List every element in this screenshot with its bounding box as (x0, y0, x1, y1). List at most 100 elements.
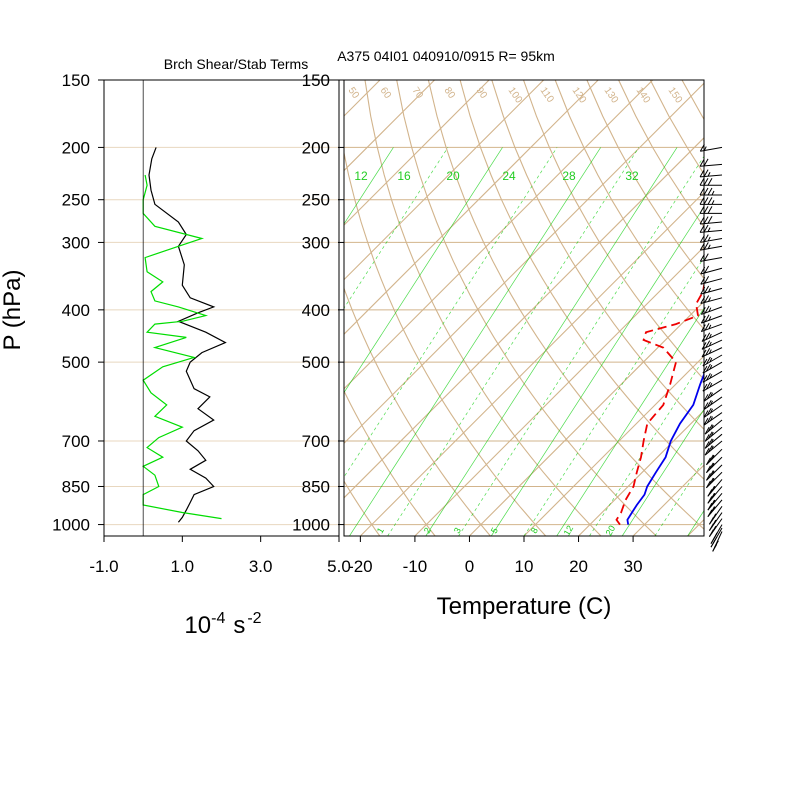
wind-barb (699, 169, 723, 178)
mixing-ratio-line (589, 358, 704, 536)
mixing-ratio-line (458, 155, 704, 536)
left-plot-frame (103, 79, 340, 537)
dry-adiabat (522, 80, 704, 381)
dry-adiabats (344, 80, 800, 536)
wind-barb (707, 499, 723, 518)
wind-barb (702, 370, 723, 383)
wind-barb (699, 206, 722, 214)
mixing-ratio-low-label: 20 (604, 524, 618, 538)
wind-barb (710, 524, 723, 544)
left-x-tick-label: 5.0 (327, 557, 351, 576)
wind-barb (702, 361, 723, 374)
mixing-ratio-line (344, 147, 449, 309)
right-x-tick-label: -10 (403, 557, 428, 576)
left-y-tick-label: 300 (62, 233, 90, 252)
isotherm-line (344, 80, 599, 335)
left-x-tick-label: 3.0 (249, 557, 273, 576)
theta-label: 110 (538, 85, 556, 105)
wind-barb (699, 187, 722, 196)
mixing-ratio-low-label: 2 (422, 526, 433, 535)
theta-label: 130 (602, 85, 621, 105)
dry-adiabat (344, 389, 436, 536)
dry-adiabat (344, 286, 491, 536)
wind-barb (703, 404, 723, 418)
stability-term-line (142, 174, 222, 520)
wind-barb (699, 197, 722, 205)
wind-barb (704, 419, 723, 435)
mixing-ratio-line (344, 147, 558, 478)
dry-adiabat (344, 480, 381, 536)
isotherm-line (344, 137, 704, 499)
x-label-unit: s (233, 612, 245, 639)
mixing-ratio-low-labels: 1 2 3 5 8 12 20 (375, 524, 617, 538)
left-y-tick-label: 200 (62, 138, 90, 157)
wind-barb (710, 527, 723, 548)
left-x-axis-label: 10-4 s -2 (184, 610, 261, 639)
wind-barb (703, 412, 723, 426)
x-label-base: 10 (184, 612, 211, 639)
mixing-ratio-line (344, 147, 503, 394)
wind-barb (708, 506, 723, 525)
mixing-ratio-labels: 12 16 20 24 28 32 (354, 169, 639, 183)
right-x-tick-labels: -20 -10 0 10 20 30 (348, 536, 643, 576)
wind-barb (704, 433, 723, 449)
right-x-tick-label: -20 (348, 557, 373, 576)
right-pressure-gridlines (344, 80, 704, 526)
isotherm-line (344, 80, 654, 390)
theta-label: 140 (634, 85, 653, 105)
theta-label: 50 (346, 85, 362, 101)
wind-barb (699, 158, 723, 167)
left-series-lines (142, 147, 227, 523)
wind-barb (699, 242, 723, 251)
wind-barb (699, 224, 723, 233)
mixing-ratio-low-label: 5 (489, 526, 500, 535)
right-y-tick-label: 300 (302, 233, 330, 252)
wind-barb (706, 448, 723, 466)
right-y-tick-label: 400 (302, 301, 330, 320)
left-x-tick-labels: -1.0 1.0 3.0 5.0 (89, 536, 351, 576)
isotherm-line (344, 80, 490, 226)
mixing-ratio-line (344, 147, 394, 225)
isotherm-line (344, 82, 704, 445)
theta-label: 70 (410, 85, 426, 101)
wind-barb (701, 331, 723, 342)
wind-barb (700, 285, 723, 295)
mixing-ratio-line (621, 408, 704, 536)
wind-barb (702, 379, 723, 392)
left-chart-title: Brch Shear/Stab Terms (164, 56, 308, 72)
left-y-tick-labels: 150 200 250 300 400 500 700 850 1000 (52, 71, 104, 535)
wind-barb (707, 486, 723, 504)
left-y-tick-label: 500 (62, 353, 90, 372)
dry-adiabat (459, 80, 704, 480)
shear-term-line (148, 147, 227, 523)
wind-barb (699, 234, 723, 243)
isotherm-line (0, 80, 216, 536)
wind-barb (699, 177, 722, 186)
right-y-tick-labels: 150 200 250 300 400 500 700 850 1000 (292, 71, 344, 535)
right-y-tick-label: 700 (302, 432, 330, 451)
mixing-ratio-low-label: 3 (452, 526, 463, 535)
sounding-lines (615, 164, 704, 526)
isotherm-line (344, 80, 435, 172)
isotherm-line (359, 191, 704, 536)
wind-barb (708, 518, 723, 537)
dry-adiabat (777, 80, 800, 536)
wind-barb (702, 354, 723, 367)
x-label-unit-exponent: -2 (247, 610, 261, 627)
left-y-tick-label: 150 (62, 71, 90, 90)
isotherm-line (414, 246, 704, 536)
wind-barb (706, 464, 723, 481)
wind-barb (700, 275, 723, 285)
left-y-axis-label: P (hPa) (0, 270, 26, 351)
right-x-axis-label: Temperature (C) (437, 593, 612, 620)
skewed-isotherms (0, 80, 704, 536)
wind-barb (699, 253, 723, 262)
right-y-tick-label: 200 (302, 138, 330, 157)
mixing-ratio-line (349, 147, 601, 536)
dewpoint-line (615, 164, 704, 526)
wind-barb (703, 396, 723, 410)
right-x-tick-label: 30 (624, 557, 643, 576)
mixing-ratio-low-label: 1 (375, 526, 386, 535)
mixing-ratio-label: 12 (354, 169, 368, 183)
dry-adiabat (649, 80, 704, 176)
